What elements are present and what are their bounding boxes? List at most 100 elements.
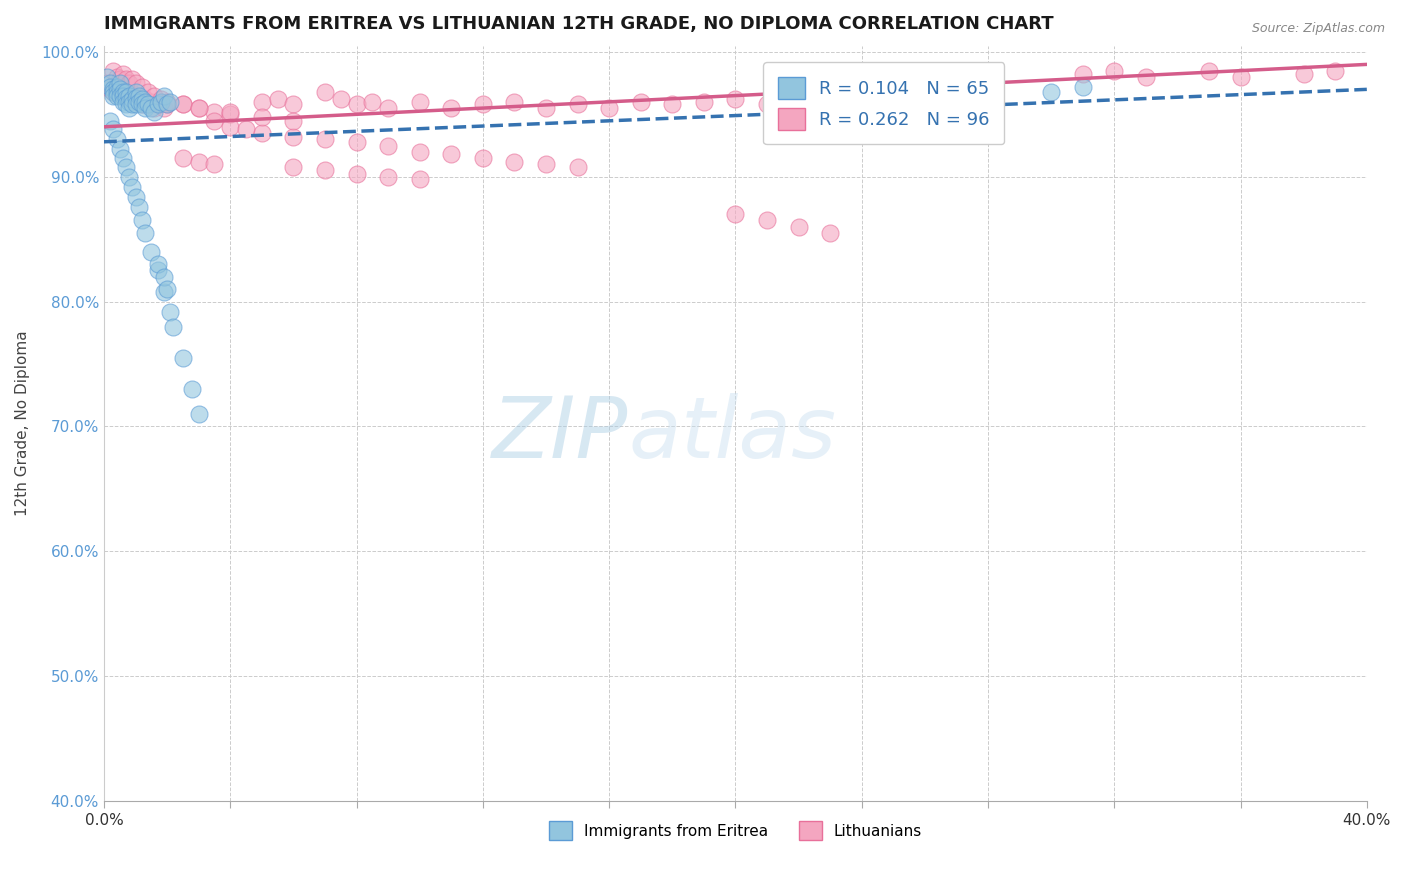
Point bbox=[108, 88, 131, 103]
Point bbox=[141, 101, 163, 115]
Point bbox=[204, 157, 226, 171]
Point bbox=[1040, 85, 1063, 99]
Point bbox=[1135, 70, 1157, 84]
Point bbox=[503, 154, 526, 169]
Point bbox=[503, 95, 526, 109]
Point bbox=[534, 157, 557, 171]
Point bbox=[124, 97, 146, 112]
Point bbox=[128, 91, 150, 105]
Point bbox=[124, 95, 146, 109]
Point bbox=[124, 76, 146, 90]
Point bbox=[121, 72, 143, 87]
Point bbox=[98, 76, 121, 90]
Point bbox=[219, 104, 242, 119]
Point bbox=[187, 154, 209, 169]
Point bbox=[1292, 67, 1315, 81]
Point bbox=[408, 145, 430, 159]
Point bbox=[141, 244, 163, 259]
Point bbox=[115, 97, 138, 112]
Point bbox=[98, 82, 121, 96]
Legend: Immigrants from Eritrea, Lithuanians: Immigrants from Eritrea, Lithuanians bbox=[543, 815, 928, 847]
Point bbox=[283, 129, 305, 144]
Point bbox=[134, 101, 156, 115]
Point bbox=[693, 95, 716, 109]
Point bbox=[118, 101, 141, 115]
Point bbox=[149, 95, 172, 109]
Point bbox=[534, 101, 557, 115]
Point bbox=[134, 226, 156, 240]
Point bbox=[131, 97, 153, 112]
Point bbox=[105, 70, 128, 84]
Point bbox=[118, 95, 141, 109]
Point bbox=[124, 190, 146, 204]
Point bbox=[131, 97, 153, 112]
Point bbox=[567, 160, 589, 174]
Point bbox=[136, 85, 159, 99]
Point bbox=[440, 101, 463, 115]
Point bbox=[121, 97, 143, 112]
Point bbox=[250, 126, 273, 140]
Point bbox=[118, 88, 141, 103]
Point bbox=[115, 72, 138, 87]
Point bbox=[118, 169, 141, 184]
Point bbox=[377, 169, 399, 184]
Point bbox=[377, 101, 399, 115]
Point bbox=[108, 142, 131, 156]
Point bbox=[149, 92, 172, 106]
Point bbox=[235, 122, 257, 136]
Point bbox=[103, 122, 125, 136]
Point bbox=[724, 207, 747, 221]
Point bbox=[162, 319, 184, 334]
Point bbox=[131, 213, 153, 227]
Point bbox=[346, 97, 368, 112]
Point bbox=[121, 179, 143, 194]
Point bbox=[124, 85, 146, 99]
Point bbox=[105, 79, 128, 94]
Point bbox=[471, 151, 494, 165]
Point bbox=[172, 351, 194, 365]
Point bbox=[103, 85, 125, 99]
Point bbox=[121, 88, 143, 103]
Point bbox=[103, 85, 125, 99]
Point bbox=[115, 160, 138, 174]
Point bbox=[724, 92, 747, 106]
Point bbox=[98, 79, 121, 94]
Point bbox=[98, 113, 121, 128]
Point bbox=[408, 172, 430, 186]
Y-axis label: 12th Grade, No Diploma: 12th Grade, No Diploma bbox=[15, 330, 30, 516]
Point bbox=[146, 263, 169, 277]
Point bbox=[250, 110, 273, 124]
Point bbox=[149, 95, 172, 109]
Point bbox=[346, 167, 368, 181]
Point bbox=[361, 95, 384, 109]
Point bbox=[187, 101, 209, 115]
Point bbox=[156, 97, 179, 112]
Text: atlas: atlas bbox=[628, 393, 837, 476]
Point bbox=[103, 82, 125, 96]
Point bbox=[250, 95, 273, 109]
Point bbox=[172, 97, 194, 112]
Point bbox=[755, 213, 778, 227]
Point bbox=[131, 92, 153, 106]
Point bbox=[172, 97, 194, 112]
Point bbox=[146, 97, 169, 112]
Point bbox=[146, 97, 169, 112]
Point bbox=[314, 163, 336, 178]
Point bbox=[204, 104, 226, 119]
Point bbox=[661, 97, 683, 112]
Point bbox=[128, 200, 150, 214]
Point bbox=[187, 407, 209, 421]
Point bbox=[408, 95, 430, 109]
Point bbox=[818, 226, 841, 240]
Point bbox=[283, 113, 305, 128]
Point bbox=[159, 304, 181, 318]
Point bbox=[1324, 63, 1347, 78]
Point bbox=[219, 120, 242, 134]
Point bbox=[630, 95, 652, 109]
Point bbox=[156, 97, 179, 112]
Point bbox=[187, 101, 209, 115]
Point bbox=[128, 95, 150, 109]
Point bbox=[111, 85, 134, 99]
Point bbox=[172, 151, 194, 165]
Point bbox=[1229, 70, 1251, 84]
